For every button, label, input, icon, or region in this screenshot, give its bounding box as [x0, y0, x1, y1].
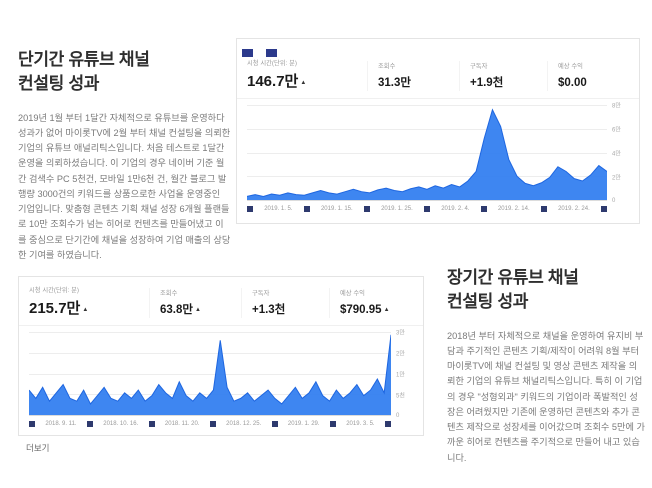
metric-label: 시청 시간(단위: 분)	[247, 60, 297, 67]
metric-label: 구독자	[470, 63, 488, 70]
x-tick: 2019. 2. 14.	[497, 206, 530, 212]
metrics-row: 시청 시간(단위: 분) 146.7만 ▲ 조회수 31.3만 구독자 +1.9천…	[237, 55, 639, 99]
x-tick: 2019. 2. 24.	[558, 206, 590, 212]
area-chart-svg	[247, 105, 607, 200]
x-tick: 2018. 9. 11.	[45, 421, 77, 427]
date-marker-icon	[303, 206, 310, 212]
article-body: 2018년 부터 자체적으로 채널을 운영하여 유지비 부담과 주기적인 콘텐츠…	[447, 330, 645, 463]
date-marker-icon	[384, 421, 391, 427]
see-more-link[interactable]: 더보기	[26, 443, 50, 453]
date-marker-icon	[540, 206, 547, 212]
metric-value: +1.3천	[252, 304, 286, 316]
title-line-1: 장기간 유튜브 채널	[447, 268, 579, 287]
x-tick: 2018. 10. 16.	[103, 421, 139, 427]
metric-label: 구독자	[252, 290, 270, 297]
article-body: 2019년 1월 부터 1달간 자체적으로 유튜브를 운영하다 성과가 없어 마…	[18, 112, 231, 260]
gridline	[29, 332, 391, 333]
y-tick: 6만	[612, 127, 621, 134]
metric-value: 215.7만	[29, 300, 81, 317]
date-marker-icon	[363, 206, 370, 212]
increase-icon: ▲	[194, 307, 201, 313]
y-tick: 3만	[396, 330, 405, 337]
watch-time-chart[interactable]	[247, 105, 607, 201]
date-marker-icon	[600, 206, 607, 212]
gridline	[247, 105, 607, 106]
y-tick: 5천	[396, 393, 405, 400]
analytics-card-long: 시청 시간(단위: 분) 215.7만 ▲ 조회수 63.8만 ▲ 구독자 +1.3…	[18, 276, 424, 436]
y-tick: 2만	[396, 351, 405, 358]
x-axis: 2018. 9. 11. 2018. 10. 16. 2018. 11. 20.…	[19, 416, 423, 427]
watch-time-chart[interactable]	[29, 332, 391, 416]
increase-icon: ▲	[383, 307, 390, 313]
date-marker-icon	[209, 421, 216, 427]
gridline	[247, 176, 607, 178]
metric-value: 146.7만	[247, 73, 299, 90]
y-axis-labels: 8만 6만 4만 2만 0	[607, 104, 633, 205]
title-line-2: 컨설팅 성과	[447, 291, 529, 311]
gridline	[247, 128, 607, 130]
area-chart-svg	[29, 332, 391, 415]
y-tick: 4만	[612, 151, 621, 158]
metric-value: 63.8만	[160, 304, 193, 316]
date-marker-icon	[86, 421, 93, 427]
x-tick: 2019. 1. 29.	[287, 421, 320, 427]
metric-watch-time[interactable]: 시청 시간(단위: 분) 146.7만 ▲	[247, 58, 367, 91]
gridline	[29, 352, 391, 354]
date-marker-icon	[480, 206, 487, 212]
metric-label: 조회수	[160, 290, 178, 297]
increase-icon: ▲	[82, 307, 89, 313]
metrics-row: 시청 시간(단위: 분) 215.7만 ▲ 조회수 63.8만 ▲ 구독자 +1.3…	[19, 277, 423, 326]
x-tick: 2019. 1. 5.	[264, 206, 293, 212]
date-marker-icon	[423, 206, 430, 212]
metric-label: 조회수	[378, 63, 396, 70]
page-title: 장기간 유튜브 채널 컨설팅 성과	[447, 266, 645, 314]
y-tick: 8만	[612, 103, 621, 110]
metric-revenue[interactable]: 예상 수익 $0.00	[547, 61, 629, 91]
date-marker-icon	[29, 421, 35, 427]
y-tick: 0	[612, 198, 616, 204]
y-tick: 2만	[612, 175, 621, 182]
x-tick: 2018. 11. 20.	[164, 421, 200, 427]
analytics-card-short: 시청 시간(단위: 분) 146.7만 ▲ 조회수 31.3만 구독자 +1.9천…	[236, 38, 640, 224]
tab-indicator-icon[interactable]	[242, 49, 253, 57]
metric-label: 시청 시간(단위: 분)	[29, 287, 79, 294]
page-title: 단기간 유튜브 채널 컨설팅 성과	[18, 48, 231, 96]
y-axis-labels: 3만 2만 1만 5천 0	[391, 331, 417, 420]
metric-watch-time[interactable]: 시청 시간(단위: 분) 215.7만 ▲	[29, 285, 149, 318]
metric-subscribers[interactable]: 구독자 +1.9천	[459, 61, 547, 91]
metric-revenue[interactable]: 예상 수익 $790.95 ▲	[329, 288, 413, 318]
x-tick: 2019. 1. 15.	[320, 206, 353, 212]
metric-label: 예상 수익	[558, 63, 583, 70]
date-marker-icon	[148, 421, 155, 427]
date-marker-icon	[329, 421, 336, 427]
article-long-term: 장기간 유튜브 채널 컨설팅 성과 2018년 부터 자체적으로 채널을 운영하…	[447, 266, 645, 466]
metric-value: 31.3만	[378, 77, 411, 89]
metric-value: $790.95	[340, 304, 382, 316]
date-marker-icon	[247, 206, 253, 212]
x-tick: 2019. 1. 25.	[381, 206, 413, 212]
metric-subscribers[interactable]: 구독자 +1.3천	[241, 288, 329, 318]
y-tick: 1만	[396, 372, 405, 379]
x-axis: 2019. 1. 5. 2019. 1. 15. 2019. 1. 25. 20…	[237, 201, 639, 212]
title-line-2: 컨설팅 성과	[18, 73, 100, 93]
metric-value: $0.00	[558, 77, 587, 89]
tab-indicator-icon[interactable]	[266, 49, 278, 57]
article-short-term: 단기간 유튜브 채널 컨설팅 성과 2019년 1월 부터 1달간 자체적으로 …	[18, 48, 231, 263]
y-tick: 0	[396, 413, 400, 419]
gridline	[29, 373, 391, 375]
title-line-1: 단기간 유튜브 채널	[18, 50, 150, 69]
x-tick: 2019. 2. 4.	[441, 206, 470, 212]
metric-label: 예상 수익	[340, 290, 365, 297]
metric-views[interactable]: 조회수 31.3만	[367, 61, 459, 91]
x-tick: 2018. 12. 25.	[226, 421, 262, 427]
gridline	[247, 152, 607, 154]
metric-views[interactable]: 조회수 63.8만 ▲	[149, 288, 241, 318]
increase-icon: ▲	[300, 80, 307, 86]
date-marker-icon	[271, 421, 278, 427]
tab-strip	[237, 39, 639, 57]
x-tick: 2019. 3. 5.	[346, 421, 375, 427]
metric-value: +1.9천	[470, 77, 504, 89]
